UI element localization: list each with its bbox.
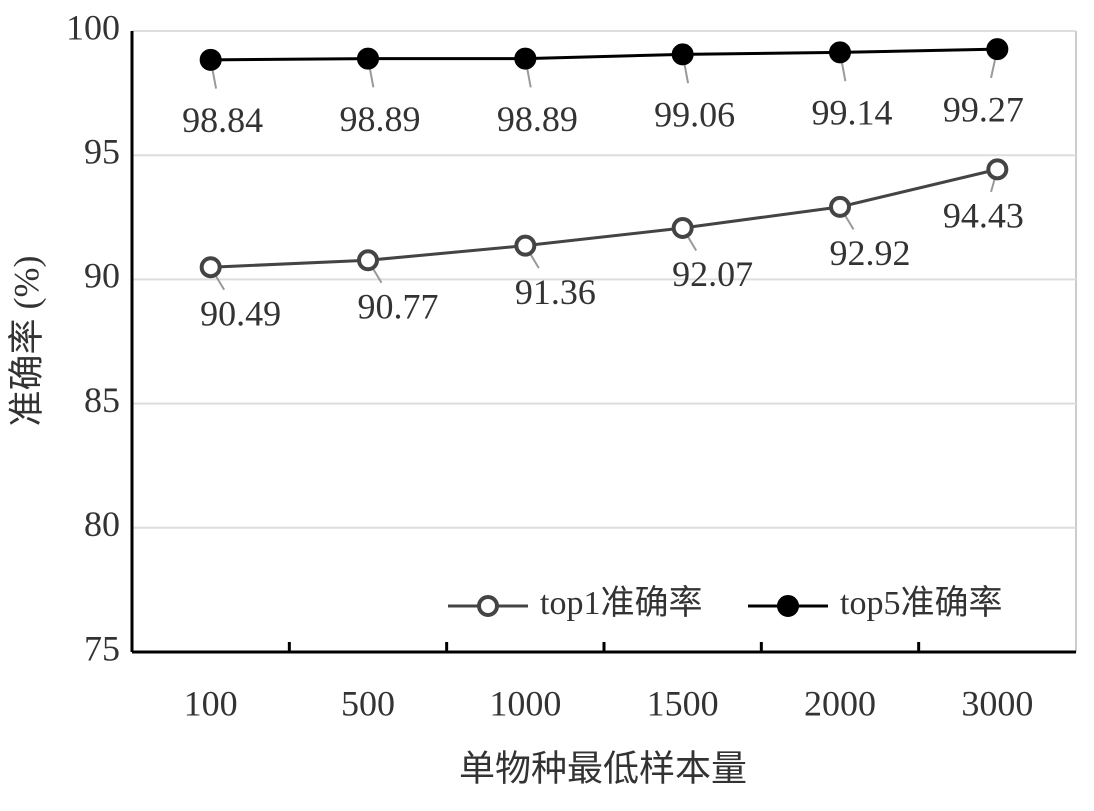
x-tick-label: 500 bbox=[341, 683, 395, 723]
y-tick-label: 90 bbox=[84, 256, 120, 296]
x-tick-label: 1500 bbox=[647, 683, 719, 723]
y-tick-label: 80 bbox=[84, 504, 120, 544]
marker bbox=[357, 47, 379, 70]
legend-marker bbox=[777, 595, 799, 617]
legend-marker bbox=[477, 595, 499, 617]
marker bbox=[671, 216, 694, 239]
marker bbox=[514, 234, 537, 257]
x-tick-label: 1000 bbox=[489, 683, 561, 723]
data-label: 92.92 bbox=[830, 233, 911, 273]
y-tick-label: 75 bbox=[84, 628, 120, 668]
data-label: 94.43 bbox=[943, 196, 1024, 236]
x-tick-label: 3000 bbox=[961, 683, 1033, 723]
data-label: 92.07 bbox=[672, 254, 753, 294]
marker bbox=[829, 195, 851, 218]
y-tick-label: 95 bbox=[84, 131, 120, 171]
marker bbox=[199, 256, 222, 279]
marker bbox=[986, 158, 1009, 181]
legend-label: top5准确率 bbox=[840, 584, 1002, 622]
marker bbox=[671, 43, 694, 66]
y-tick-label: 100 bbox=[66, 7, 120, 47]
series-line bbox=[210, 47, 998, 62]
marker bbox=[829, 41, 851, 64]
x-axis-title: 单物种最低样本量 bbox=[459, 748, 747, 788]
data-label: 90.49 bbox=[200, 293, 281, 333]
x-tick-label: 2000 bbox=[804, 683, 876, 723]
marker bbox=[199, 48, 222, 71]
data-label: 91.36 bbox=[515, 272, 596, 312]
marker bbox=[986, 38, 1009, 61]
data-label: 98.89 bbox=[340, 99, 421, 139]
y-axis-title: 准确率 (%) bbox=[6, 256, 46, 427]
series-line bbox=[210, 167, 998, 269]
data-label: 99.27 bbox=[943, 89, 1024, 129]
data-label: 99.14 bbox=[812, 93, 893, 133]
y-tick-label: 85 bbox=[84, 380, 120, 420]
x-tick-label: 100 bbox=[184, 683, 238, 723]
data-label: 90.77 bbox=[358, 287, 439, 327]
data-label: 99.06 bbox=[654, 95, 735, 135]
data-label: 98.84 bbox=[182, 100, 263, 140]
marker bbox=[514, 47, 537, 70]
data-label: 98.89 bbox=[497, 99, 578, 139]
legend-label: top1准确率 bbox=[540, 584, 702, 622]
marker bbox=[357, 249, 379, 272]
